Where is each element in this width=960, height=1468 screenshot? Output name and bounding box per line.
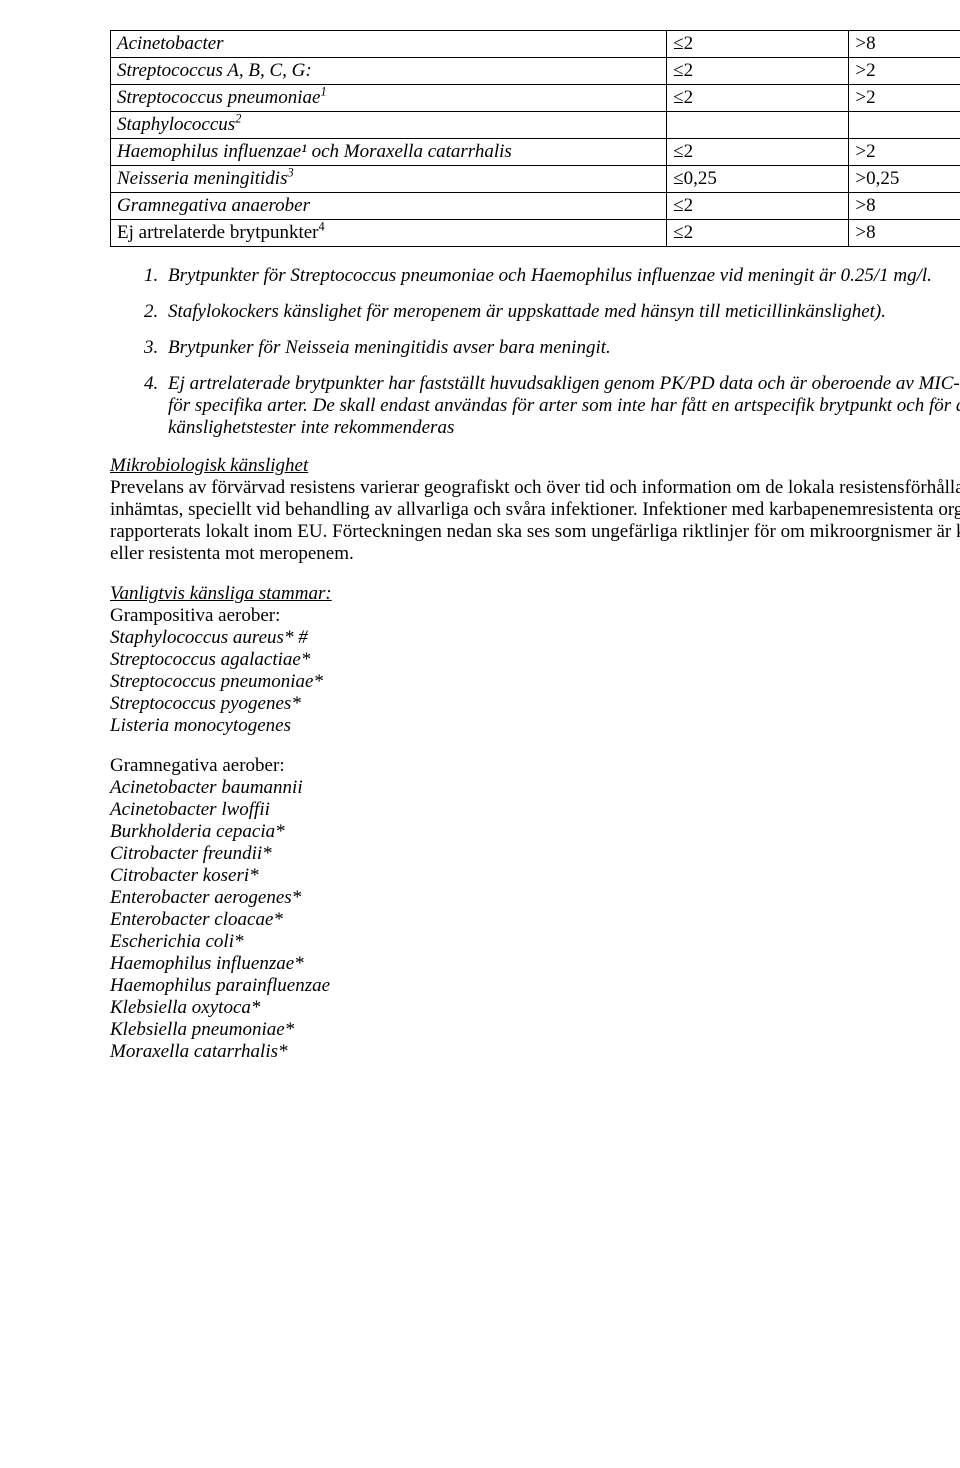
breakpoint-table: Acinetobacter ≤2 >8 Streptococcus A, B, …: [110, 30, 960, 247]
gram-pos-list: Staphylococcus aureus* # Streptococcus a…: [110, 627, 960, 737]
species-item: Haemophilus parainfluenzae: [110, 975, 960, 997]
footnote-text: Ej artrelaterade brytpunkter har faststä…: [168, 373, 960, 439]
species-item: Streptococcus pyogenes*: [110, 693, 960, 715]
species-item: Klebsiella oxytoca*: [110, 997, 960, 1019]
cell-v1: ≤2: [673, 60, 693, 81]
cell-v2: >2: [855, 60, 875, 81]
table-row: Gramnegativa anaerober ≤2 >8: [111, 193, 960, 220]
usually-sensitive-title: Vanligtvis känsliga stammar:: [110, 583, 960, 605]
species-item: Acinetobacter lwoffii: [110, 799, 960, 821]
species-item: Staphylococcus aureus* #: [110, 627, 960, 649]
footnote-text: Brytpunkter för Streptococcus pneumoniae…: [168, 265, 960, 287]
cell-sup: 1: [321, 85, 327, 99]
cell-v1: ≤2: [673, 195, 693, 216]
footnote-4: 4. Ej artrelaterade brytpunkter har fast…: [144, 373, 960, 439]
species-item: Klebsiella pneumoniae*: [110, 1019, 960, 1041]
cell-v2: >2: [855, 87, 875, 108]
species-item: Citrobacter koseri*: [110, 865, 960, 887]
gram-neg-list: Acinetobacter baumannii Acinetobacter lw…: [110, 777, 960, 1063]
micro-section: Mikrobiologisk känslighet Prevelans av f…: [110, 455, 960, 565]
footnote-number: 1.: [144, 265, 168, 287]
cell-name: Haemophilus influenzae¹ och Moraxella ca…: [117, 141, 512, 162]
cell-v2: >8: [855, 195, 875, 216]
cell-sup: 2: [235, 112, 241, 126]
species-item: Escherichia coli*: [110, 931, 960, 953]
footnote-3: 3. Brytpunker för Neisseia meningitidis …: [144, 337, 960, 359]
cell-name: Staphylococcus: [117, 114, 235, 135]
cell-v1: ≤2: [673, 33, 693, 54]
footnote-text: Stafylokockers känslighet för meropenem …: [168, 301, 960, 323]
cell-sup: 4: [319, 220, 325, 234]
footnote-number: 3.: [144, 337, 168, 359]
cell-name: Ej artrelaterde brytpunkter: [117, 222, 319, 243]
cell-v1: ≤2: [673, 87, 693, 108]
cell-v2: >8: [855, 33, 875, 54]
cell-sup: 3: [287, 166, 293, 180]
micro-body: Prevelans av förvärvad resistens variera…: [110, 477, 960, 564]
cell-v1: ≤2: [673, 141, 693, 162]
species-item: Burkholderia cepacia*: [110, 821, 960, 843]
table-row: Streptococcus A, B, C, G: ≤2 >2: [111, 58, 960, 85]
table-row: Staphylococcus2: [111, 112, 960, 139]
species-item: Streptococcus pneumoniae*: [110, 671, 960, 693]
footnotes: 1. Brytpunkter för Streptococcus pneumon…: [144, 265, 960, 439]
footnote-1: 1. Brytpunkter för Streptococcus pneumon…: [144, 265, 960, 287]
cell-v2: >0,25: [855, 168, 899, 189]
cell-name: Neisseria meningitidis: [117, 168, 287, 189]
footnote-number: 4.: [144, 373, 168, 439]
gram-neg-heading: Gramnegativa aerober:: [110, 755, 960, 777]
cell-v2: >8: [855, 222, 875, 243]
species-item: Enterobacter aerogenes*: [110, 887, 960, 909]
species-item: Enterobacter cloacae*: [110, 909, 960, 931]
cell-name: Gramnegativa anaerober: [117, 195, 310, 216]
cell-name: Acinetobacter: [117, 33, 224, 54]
species-item: Citrobacter freundii*: [110, 843, 960, 865]
micro-title: Mikrobiologisk känslighet: [110, 455, 308, 476]
species-item: Streptococcus agalactiae*: [110, 649, 960, 671]
footnote-text: Brytpunker för Neisseia meningitidis avs…: [168, 337, 960, 359]
footnote-2: 2. Stafylokockers känslighet för meropen…: [144, 301, 960, 323]
table-row: Ej artrelaterde brytpunkter4 ≤2 >8: [111, 220, 960, 247]
table-row: Acinetobacter ≤2 >8: [111, 31, 960, 58]
cell-v1: ≤0,25: [673, 168, 717, 189]
footnote-number: 2.: [144, 301, 168, 323]
cell-name: Streptococcus pneumoniae: [117, 87, 321, 108]
species-item: Moraxella catarrhalis*: [110, 1041, 960, 1063]
cell-v2: >2: [855, 141, 875, 162]
species-item: Listeria monocytogenes: [110, 715, 960, 737]
cell-name: Streptococcus A, B, C, G:: [117, 60, 312, 81]
species-item: Acinetobacter baumannii: [110, 777, 960, 799]
cell-v1: ≤2: [673, 222, 693, 243]
table-row: Neisseria meningitidis3 ≤0,25 >0,25: [111, 166, 960, 193]
species-item: Haemophilus influenzae*: [110, 953, 960, 975]
table-row: Streptococcus pneumoniae1 ≤2 >2: [111, 85, 960, 112]
gram-pos-heading: Grampositiva aerober:: [110, 605, 960, 627]
table-row: Haemophilus influenzae¹ och Moraxella ca…: [111, 139, 960, 166]
